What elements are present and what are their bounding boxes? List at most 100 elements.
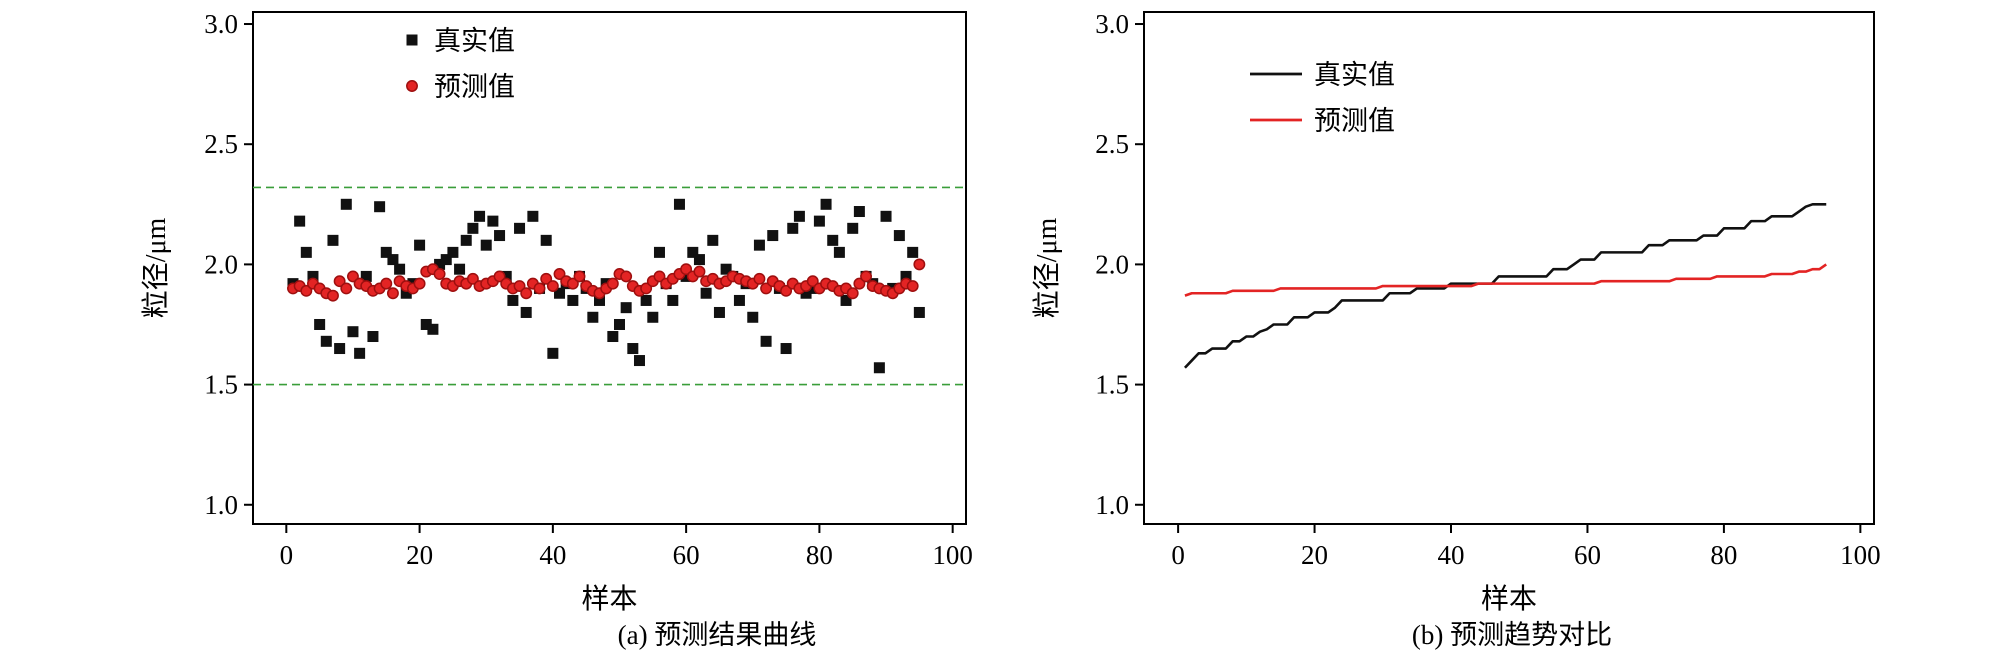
data-point-square	[747, 311, 759, 323]
data-point-circle	[466, 272, 479, 285]
caption-b: (b) 预测趋势对比	[1411, 620, 1613, 650]
data-point-square	[647, 311, 659, 323]
data-point-square	[594, 294, 606, 306]
data-point-square	[567, 294, 579, 306]
data-point-square	[454, 263, 466, 275]
data-point-square	[720, 263, 732, 275]
data-point-square	[900, 270, 912, 282]
data-point-square	[494, 230, 506, 242]
y-tick-label: 1.0	[1095, 490, 1129, 520]
data-point-square	[440, 254, 452, 266]
legend-item-predicted-values: 预测值	[406, 72, 515, 102]
plot-frame	[1143, 11, 1875, 525]
x-tick-label: 60	[673, 540, 700, 570]
x-axis-title: 样本	[1481, 583, 1537, 615]
data-point-circle	[347, 270, 359, 283]
x-tick-label: 40	[539, 540, 566, 570]
data-point-circle	[333, 275, 346, 288]
data-point-circle	[860, 270, 872, 283]
data-point-square	[467, 222, 479, 234]
data-point-circle	[300, 284, 313, 297]
data-point-square	[500, 270, 512, 282]
data-point-square	[400, 287, 412, 299]
data-point-circle	[520, 287, 533, 300]
data-point-square	[793, 210, 805, 222]
data-point-square	[833, 246, 845, 258]
series-predicted-values	[1184, 263, 1827, 297]
data-point-square	[620, 302, 632, 314]
y-tick-label: 2.5	[204, 129, 238, 159]
data-point-square	[800, 287, 812, 299]
y-tick-label: 2.0	[204, 249, 238, 279]
data-point-circle	[913, 258, 926, 271]
series-line	[1184, 263, 1827, 297]
data-point-circle	[853, 277, 866, 290]
data-point-square	[753, 239, 765, 251]
data-point-circle	[533, 282, 546, 295]
y-axis-title: 粒径/μm	[140, 217, 172, 318]
data-point-square	[480, 239, 492, 251]
data-point-circle	[493, 270, 506, 283]
y-tick-label: 1.5	[204, 370, 238, 400]
data-point-square	[554, 287, 566, 299]
data-point-square	[667, 294, 679, 306]
x-tick-label: 100	[932, 540, 973, 570]
data-point-square	[640, 294, 652, 306]
x-tick-label: 0	[1171, 540, 1185, 570]
data-point-square	[520, 306, 532, 318]
data-point-square	[780, 343, 792, 355]
data-point-square	[760, 335, 772, 347]
legend-label: 预测值	[434, 72, 515, 102]
data-point-square	[687, 246, 699, 258]
data-point-square	[893, 230, 905, 242]
x-tick-label: 60	[1574, 540, 1601, 570]
data-point-square	[653, 246, 665, 258]
plot-frame	[252, 11, 967, 525]
x-tick-label: 80	[1710, 540, 1737, 570]
legend-label: 预测值	[1314, 106, 1395, 136]
x-axis-title: 样本	[581, 583, 637, 615]
data-point-circle	[846, 287, 859, 300]
y-tick-label: 3.0	[1095, 9, 1129, 39]
data-point-square	[767, 230, 779, 242]
y-tick-label: 2.5	[1095, 129, 1129, 159]
data-point-square	[547, 347, 559, 359]
data-point-square	[294, 215, 306, 227]
data-point-square	[827, 234, 839, 246]
x-tick-label: 0	[280, 540, 294, 570]
data-point-circle	[380, 277, 393, 290]
data-point-circle	[386, 287, 399, 300]
data-point-circle	[760, 282, 773, 295]
panel-a-prediction-results: 0 20 40 60 80 100 1.0 1.5 2.0 2.5 3.0 真实值 预测值 样本 粒径/μm…	[140, 9, 973, 650]
data-point-square	[873, 362, 885, 374]
data-point-square	[320, 335, 332, 347]
data-point-square	[487, 215, 499, 227]
data-point-circle	[573, 270, 586, 283]
x-tick-label: 20	[1301, 540, 1328, 570]
data-point-circle	[620, 270, 633, 283]
data-point-square	[820, 198, 832, 210]
data-point-square	[367, 331, 379, 343]
data-point-square	[414, 239, 426, 251]
legend-item-true-values: 真实值	[406, 26, 515, 56]
data-point-square	[907, 246, 919, 258]
data-point-square	[434, 258, 446, 270]
panel-b-prediction-trend: 0 20 40 60 80 100 1.0 1.5 2.0 2.5 3.0 真实值 预测值 样本 粒径/μm…	[1004, 0, 2008, 661]
data-point-circle	[546, 280, 559, 292]
data-point-square	[474, 210, 486, 222]
data-point-square	[314, 318, 326, 330]
data-point-square	[327, 234, 339, 246]
y-tick-label: 3.0	[204, 9, 238, 39]
data-point-square	[673, 198, 685, 210]
data-point-circle	[513, 280, 526, 292]
series-true-values	[1183, 203, 1827, 369]
data-point-square	[427, 323, 439, 335]
x-tick-label: 100	[1840, 540, 1881, 570]
data-point-square	[507, 294, 519, 306]
series-predicted-values	[287, 258, 926, 302]
data-point-square	[374, 201, 386, 213]
data-point-square	[420, 318, 432, 330]
